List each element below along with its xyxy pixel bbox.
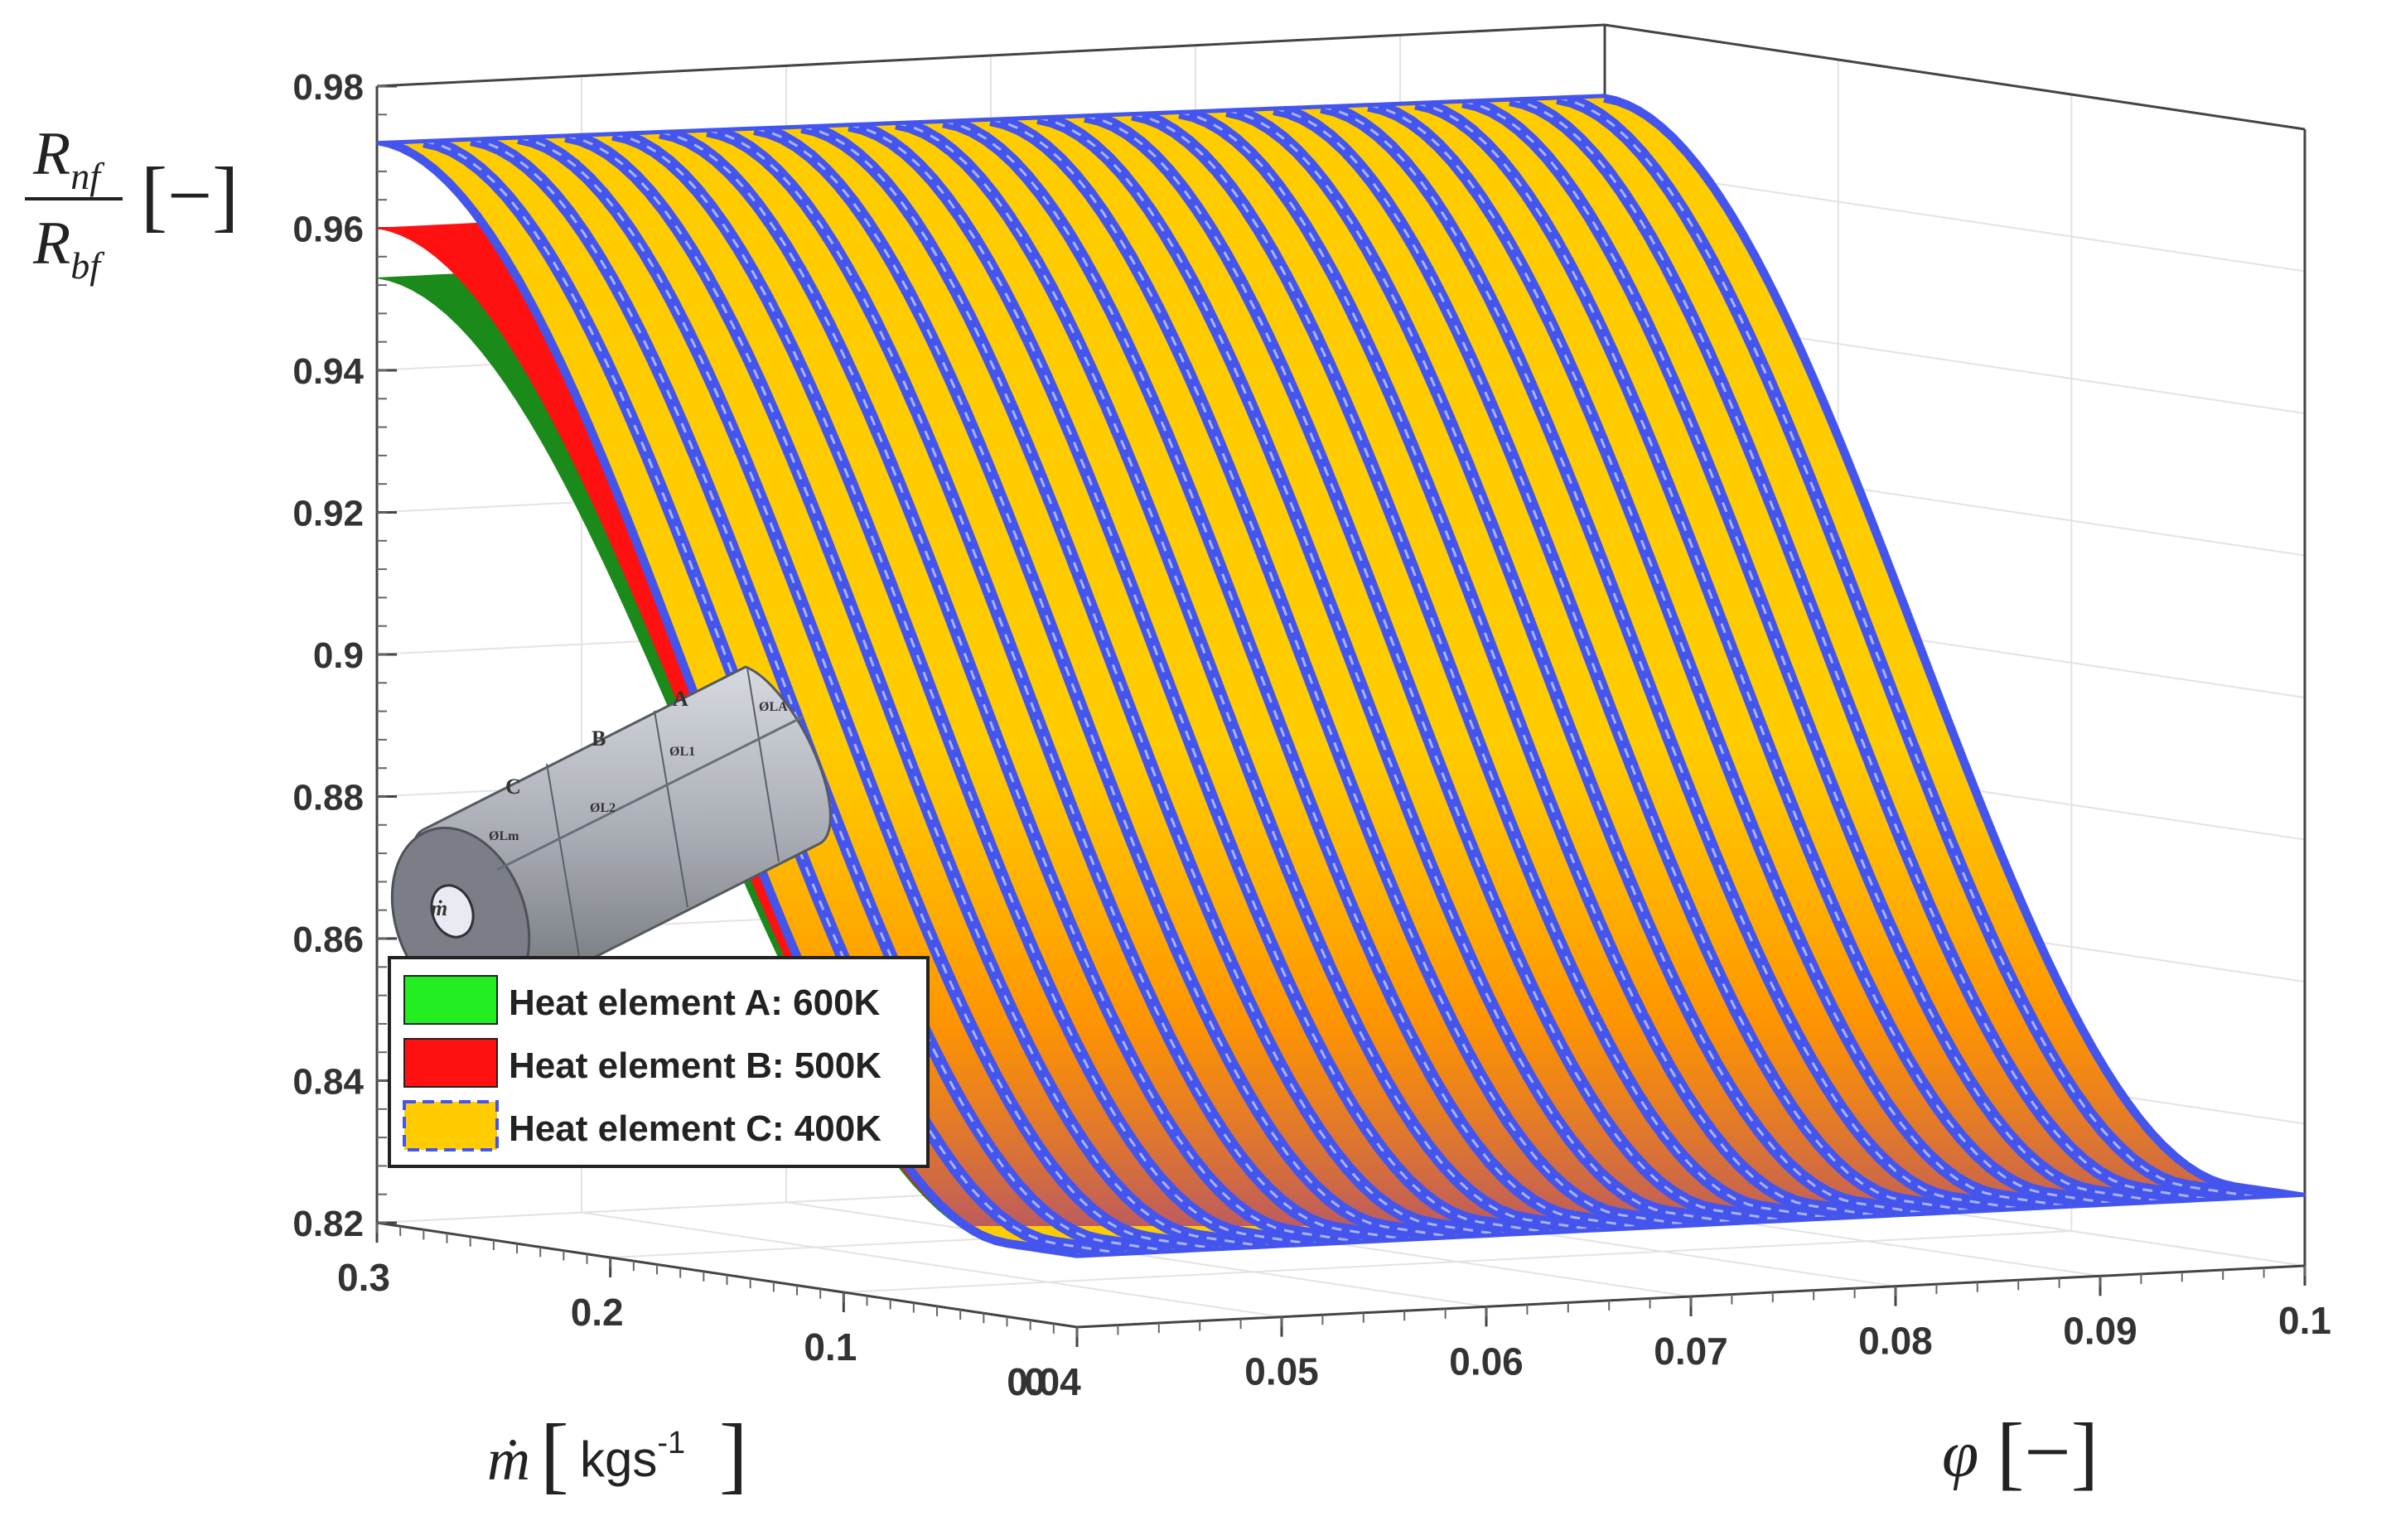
legend-entry-b: Heat element B: 500K: [403, 1038, 881, 1088]
inset-dim-a: ØLA: [759, 700, 788, 714]
cylinder-seam-3: [746, 667, 780, 862]
mesh-dash-22: [1415, 102, 2117, 1206]
phi-tick-label-2: 0.06: [1449, 1340, 1524, 1383]
z-label-num: Rnf: [32, 120, 105, 197]
phi-tick-label-4: 0.08: [1858, 1320, 1933, 1363]
grid-line-flow-2: [843, 94, 2073, 1293]
mesh-dash-16: [1132, 113, 1833, 1220]
inset-dim-2: ØL2: [590, 801, 616, 815]
mesh-dash-13: [990, 118, 1692, 1227]
top-edges: [376, 23, 2306, 131]
legend-swatch-c: [403, 1100, 499, 1151]
x-label-bracket-open: [: [540, 1407, 569, 1502]
surface-mesh: [377, 95, 2305, 1257]
legend-entry-a: Heat element A: 600K: [403, 975, 881, 1025]
z-tick-label-0: 0.98: [292, 67, 364, 108]
legend-swatch-a: [403, 975, 498, 1025]
z-axis-label: Rnf Rbf [−]: [25, 120, 239, 287]
phi-tick-label-6: 0.1: [2278, 1299, 2331, 1342]
legend-label-a: Heat element A: 600K: [509, 982, 881, 1023]
legend-label-c: Heat element C: 400K: [509, 1108, 881, 1149]
legend-label-b: Heat element B: 500K: [509, 1045, 881, 1086]
inset-label-a: A: [673, 687, 688, 711]
mesh-dash-20: [1321, 105, 2022, 1210]
z-tick-label-6: 0.86: [292, 920, 364, 960]
mesh-dash-9: [801, 125, 1503, 1237]
cylinder-bore: [430, 884, 475, 939]
y-label-unit: [−]: [1997, 1406, 2099, 1498]
x-label-unit: kgs: [580, 1431, 657, 1487]
flow-tick-label-2: 0.1: [804, 1325, 857, 1369]
phi-tick-label-1: 0.05: [1244, 1350, 1319, 1393]
legend: Heat element A: 600K Heat element B: 500…: [388, 956, 930, 1168]
mesh-dash-18: [1226, 109, 1928, 1215]
inset-label-c: C: [505, 775, 521, 799]
cylinder-seam-2: [654, 710, 688, 908]
z-tick-label-2: 0.94: [292, 351, 364, 392]
phi-tick-label-5: 0.09: [2063, 1309, 2137, 1352]
cylinder-seam-1: [546, 763, 581, 962]
x-label-exp: -1: [657, 1426, 685, 1460]
legend-swatch-b: [403, 1038, 498, 1088]
x-label-bracket-close: ]: [719, 1407, 748, 1502]
y-label-symbol: φ: [1942, 1418, 1978, 1491]
inset-flow-label: ṁ: [431, 896, 447, 920]
z-label-unit: [−]: [141, 151, 239, 239]
axis-ticks: 0.980.960.940.920.90.880.860.840.820.04 0…: [292, 67, 2331, 1403]
mesh-dash-17: [1179, 110, 1881, 1218]
phi-tick-label-0: 0.04: [1007, 1360, 1081, 1403]
x-axis-label: ṁ [ kgs-1 ]: [487, 1407, 748, 1502]
z-tick-label-5: 0.88: [292, 778, 364, 818]
cylinder-groove: [496, 715, 804, 871]
z-tick-label-3: 0.92: [292, 494, 364, 534]
mesh-dash-4: [565, 134, 1267, 1248]
mesh-dash-21: [1368, 104, 2070, 1208]
mesh-dash-8: [754, 127, 1456, 1238]
mesh-dash-11: [896, 122, 1597, 1232]
z-tick-label-1: 0.96: [292, 210, 364, 250]
mesh-dash-24: [1509, 98, 2211, 1201]
inset-dim-1: ØL1: [669, 745, 695, 759]
mesh-dash-15: [1084, 114, 1786, 1223]
mesh-dash-6: [659, 131, 1361, 1243]
inset-dim-m: ØLm: [489, 829, 519, 843]
mesh-dash-12: [943, 119, 1645, 1229]
mesh-dash-7: [707, 128, 1408, 1241]
inset-label-b: B: [592, 727, 606, 751]
mesh-dash-14: [1037, 116, 1739, 1224]
z-tick-label-8: 0.82: [292, 1204, 364, 1244]
flow-tick-label-1: 0.2: [571, 1291, 624, 1334]
mesh-dash-19: [1273, 107, 1975, 1213]
x-label-symbol: ṁ: [487, 1427, 530, 1493]
flow-tick-label-3: 0: [1024, 1360, 1046, 1403]
mesh-dash-10: [848, 123, 1550, 1234]
z-tick-label-4: 0.9: [313, 635, 364, 676]
phi-tick-label-3: 0.07: [1654, 1330, 1728, 1373]
mesh-dash-5: [612, 133, 1314, 1246]
mesh-dash-3: [518, 136, 1220, 1251]
mesh-dash-23: [1462, 99, 2164, 1204]
svg-text:kgs-1: kgs-1: [580, 1426, 685, 1487]
mesh-dash-25: [1557, 96, 2258, 1199]
flow-tick-label-0: 0.3: [337, 1256, 390, 1299]
legend-entry-c: Heat element C: 400K: [403, 1100, 881, 1151]
z-label-den: Rbf: [32, 210, 105, 287]
y-axis-label: φ [−]: [1942, 1406, 2099, 1498]
z-tick-label-7: 0.84: [292, 1062, 364, 1103]
